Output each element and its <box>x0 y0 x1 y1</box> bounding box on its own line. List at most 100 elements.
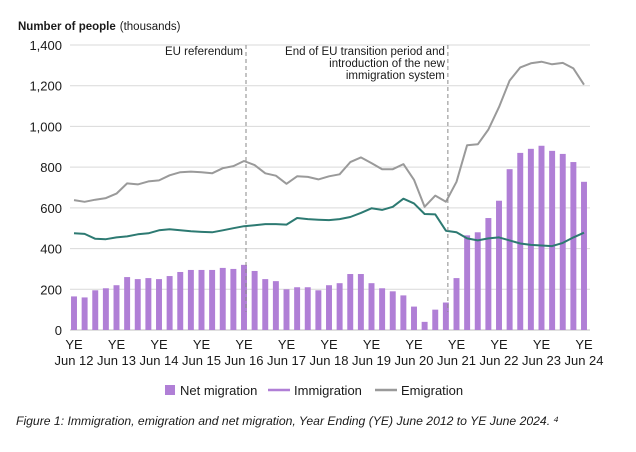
net-migration-bar <box>177 271 184 330</box>
y-tick-label: 1,000 <box>29 119 62 134</box>
net-migration-bar <box>272 281 279 330</box>
eu-referendum-label: EU referendum <box>165 46 243 58</box>
y-tick-label: 1,400 <box>29 38 62 53</box>
x-tick-label-date: Jun 16 <box>224 353 263 368</box>
x-tick-label-date: Jun 20 <box>394 353 433 368</box>
net-migration-bar <box>134 279 141 330</box>
net-migration-bar <box>294 287 301 330</box>
x-tick-label-date: Jun 15 <box>182 353 221 368</box>
x-tick-label-date: Jun 23 <box>522 353 561 368</box>
x-tick-label-ye: YE <box>533 337 551 352</box>
net-migration-bar <box>166 276 173 330</box>
emigration-line <box>73 197 585 248</box>
x-tick-label-ye: YE <box>235 337 253 352</box>
legend-label-emigration: Emigration <box>401 383 463 398</box>
x-tick-label-date: Jun 21 <box>437 353 476 368</box>
x-tick-label-ye: YE <box>278 337 296 352</box>
x-tick-label-date: Jun 24 <box>564 353 603 368</box>
x-tick-label-date: Jun 13 <box>97 353 136 368</box>
x-tick-label-date: Jun 17 <box>267 353 306 368</box>
net-migration-bar <box>187 269 194 330</box>
x-tick-label-date: Jun 18 <box>309 353 348 368</box>
net-migration-bar <box>411 306 417 330</box>
net-migration-bar <box>538 145 545 330</box>
y-tick-labels: 0 200 400 600 800 1,000 1,200 1,400 <box>29 38 62 338</box>
net-migration-bars <box>71 145 587 330</box>
net-migration-bar <box>251 270 258 330</box>
x-tick-label-ye: YE <box>65 337 83 352</box>
net-migration-bar <box>219 267 226 330</box>
net-migration-bar <box>506 169 513 330</box>
x-tick-label-ye: YE <box>575 337 593 352</box>
net-migration-bar <box>113 285 120 330</box>
net-migration-bar <box>347 274 354 330</box>
net-migration-bar <box>517 152 524 330</box>
x-tick-label-date: Jun 12 <box>54 353 93 368</box>
net-migration-bar <box>81 297 88 330</box>
net-migration-bar <box>432 309 439 330</box>
transition-end-label-line: introduction of the new <box>329 58 445 70</box>
y-tick-label: 800 <box>40 160 62 175</box>
net-migration-bar <box>315 290 322 330</box>
transition-end-label: End of EU transition period and introduct… <box>285 46 446 82</box>
net-migration-bar <box>262 279 269 330</box>
net-migration-bar <box>156 279 162 330</box>
net-migration-bar <box>230 268 237 330</box>
net-migration-bar <box>241 264 247 330</box>
chart: Number of people (thousands) 0 200 400 600 80… <box>18 21 604 398</box>
annotations: EU referendum End of EU transition period… <box>165 45 449 312</box>
net-migration-bar <box>368 283 375 330</box>
legend-label-net-migration: Net migration <box>180 383 257 398</box>
y-axis-title-unit: (thousands) <box>120 21 181 33</box>
net-migration-bar <box>379 288 386 330</box>
x-tick-label-ye: YE <box>108 337 126 352</box>
net-migration-bar <box>474 232 481 330</box>
legend-label-immigration: Immigration <box>294 383 362 398</box>
net-migration-bar <box>336 283 343 330</box>
net-migration-bar <box>209 269 216 330</box>
net-migration-bar <box>357 274 364 330</box>
series-lines <box>73 60 585 248</box>
net-migration-bar <box>145 278 152 330</box>
transition-end-label-line: immigration system <box>346 70 445 82</box>
y-tick-label: 0 <box>55 323 62 338</box>
net-migration-bar <box>400 295 407 330</box>
legend: Net migration Immigration Emigration <box>165 383 463 398</box>
x-tick-label-ye: YE <box>193 337 211 352</box>
net-migration-bar <box>92 290 99 330</box>
net-migration-bar <box>527 148 534 330</box>
net-migration-bar <box>283 289 290 330</box>
net-migration-bar <box>102 288 109 330</box>
x-tick-label-ye: YE <box>448 337 466 352</box>
x-tick-label-ye: YE <box>150 337 168 352</box>
y-tick-label: 600 <box>40 201 62 216</box>
net-migration-bar <box>421 321 428 330</box>
y-axis-title-main: Number of people <box>18 21 116 33</box>
x-tick-label-date: Jun 22 <box>479 353 518 368</box>
x-tick-label-date: Jun 19 <box>352 353 391 368</box>
net-migration-bar <box>549 150 556 330</box>
x-tick-label-ye: YE <box>490 337 508 352</box>
net-migration-bar <box>198 269 205 330</box>
y-axis-title: Number of people (thousands) <box>18 21 181 33</box>
x-tick-label-ye: YE <box>363 337 381 352</box>
net-migration-bar <box>442 302 449 330</box>
net-migration-bar <box>581 181 587 330</box>
x-tick-label-ye: YE <box>320 337 338 352</box>
y-tick-label: 1,200 <box>29 79 62 94</box>
y-tick-label: 200 <box>40 282 62 297</box>
net-migration-bar <box>304 287 311 330</box>
net-migration-bar <box>71 296 77 330</box>
figure-caption: Figure 1: Immigration, emigration and ne… <box>16 414 559 428</box>
legend-swatch-net-migration <box>165 385 175 395</box>
net-migration-bar <box>570 162 577 330</box>
y-tick-label: 400 <box>40 242 62 257</box>
net-migration-bar <box>124 277 131 330</box>
x-tick-label-ye: YE <box>405 337 423 352</box>
net-migration-bar <box>485 218 492 330</box>
immigration-line <box>73 60 585 208</box>
net-migration-bar <box>496 200 502 330</box>
net-migration-bar <box>389 291 396 330</box>
x-tick-label-date: Jun 14 <box>139 353 178 368</box>
